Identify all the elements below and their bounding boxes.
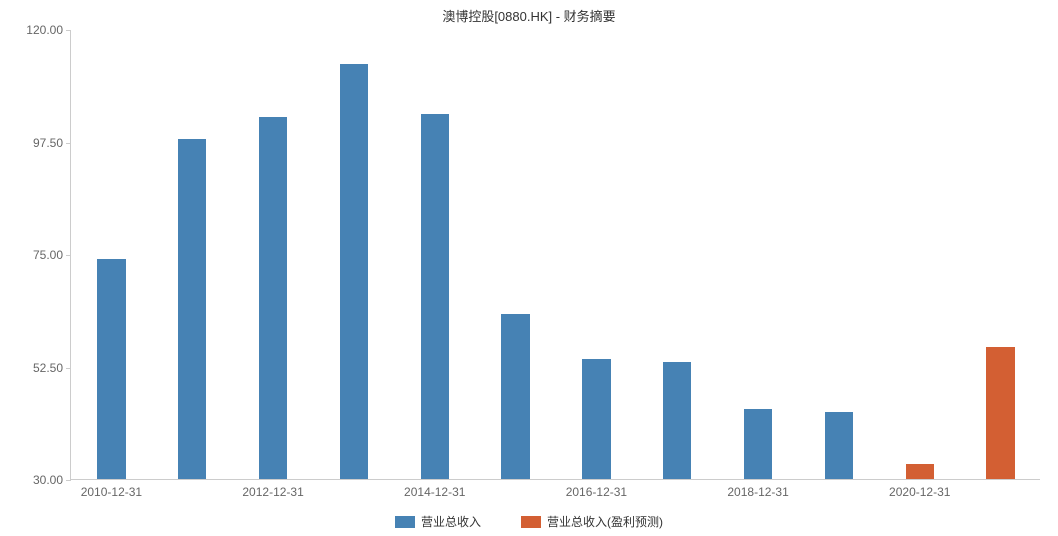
x-tick-label: 2016-12-31 — [566, 485, 627, 499]
x-tick-label: 2020-12-31 — [889, 485, 950, 499]
y-tick-mark — [66, 30, 71, 31]
y-tick-label: 52.50 — [33, 361, 63, 375]
y-tick-label: 30.00 — [33, 473, 63, 487]
legend-label: 营业总收入(盈利预测) — [547, 513, 663, 530]
bar — [825, 412, 853, 480]
legend-item[interactable]: 营业总收入 — [395, 513, 481, 530]
y-tick-mark — [66, 143, 71, 144]
x-tick-label: 2010-12-31 — [81, 485, 142, 499]
y-tick-label: 97.50 — [33, 136, 63, 150]
bar — [259, 117, 287, 480]
legend-swatch — [521, 516, 541, 528]
x-tick-label: 2018-12-31 — [727, 485, 788, 499]
y-tick-label: 120.00 — [26, 23, 63, 37]
bar — [663, 362, 691, 480]
bar — [340, 64, 368, 479]
bar — [421, 114, 449, 479]
chart-title: 澳博控股[0880.HK] - 财务摘要 — [0, 6, 1058, 25]
bar — [906, 464, 934, 479]
bar — [986, 347, 1014, 480]
plot-area: 30.0052.5075.0097.50120.002010-12-312012… — [70, 30, 1040, 480]
y-tick-mark — [66, 255, 71, 256]
x-tick-label: 2012-12-31 — [242, 485, 303, 499]
bar — [744, 409, 772, 479]
x-tick-label: 2014-12-31 — [404, 485, 465, 499]
legend-label: 营业总收入 — [421, 513, 481, 530]
y-tick-label: 75.00 — [33, 248, 63, 262]
bar — [97, 259, 125, 479]
bar — [178, 139, 206, 479]
legend-swatch — [395, 516, 415, 528]
chart-legend: 营业总收入 营业总收入(盈利预测) — [0, 513, 1058, 530]
y-tick-mark — [66, 480, 71, 481]
financial-summary-chart: 澳博控股[0880.HK] - 财务摘要 30.0052.5075.0097.5… — [0, 0, 1058, 536]
bar — [582, 359, 610, 479]
bar — [501, 314, 529, 479]
legend-item[interactable]: 营业总收入(盈利预测) — [521, 513, 663, 530]
y-tick-mark — [66, 368, 71, 369]
